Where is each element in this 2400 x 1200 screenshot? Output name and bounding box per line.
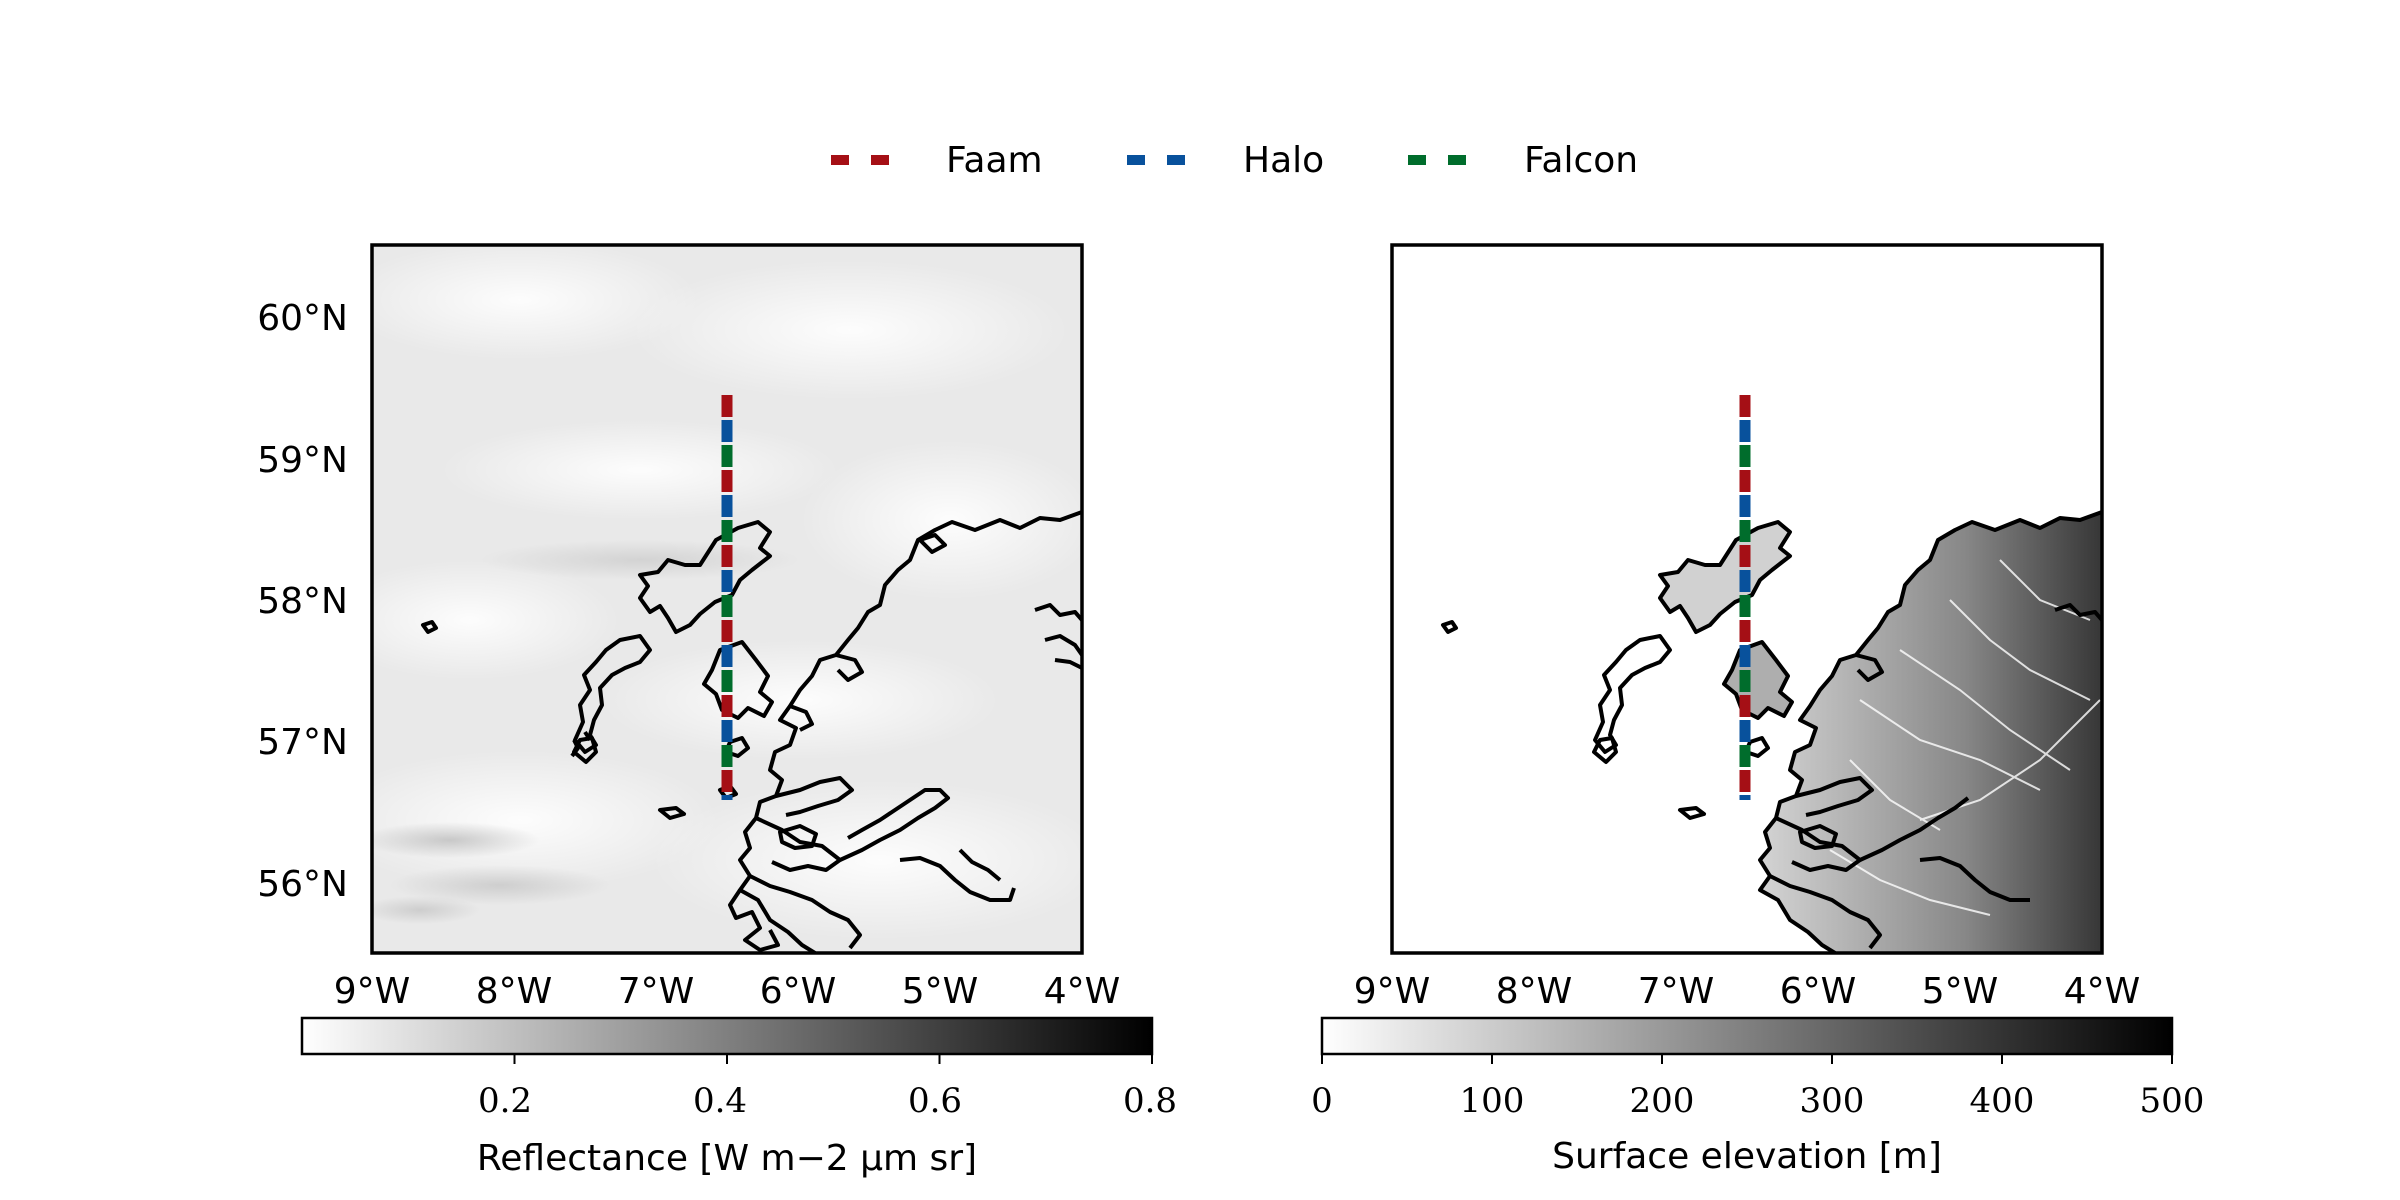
lon-tick-7w-right: 7°W xyxy=(1638,971,1715,1012)
lon-tick-9w-right: 9°W xyxy=(1354,971,1431,1012)
colorbar-label-right: Surface elevation [m] xyxy=(1552,1136,1942,1177)
legend: Faam Halo Falcon xyxy=(831,140,1638,181)
colorbar-tick-200: 200 xyxy=(1630,1081,1695,1121)
lon-tick-4w-right: 4°W xyxy=(2064,971,2141,1012)
legend-label-halo: Halo xyxy=(1243,140,1324,181)
lat-tick-60n: 60°N xyxy=(257,298,348,339)
lon-tick-5w-right: 5°W xyxy=(1922,971,1999,1012)
lon-tick-labels-right: 9°W 8°W 7°W 6°W 5°W 4°W xyxy=(1354,971,2141,1012)
colorbar-gradient-left xyxy=(300,1016,1154,1056)
colorbar-tick-0.2: 0.2 xyxy=(478,1081,532,1121)
map-frame-right xyxy=(1390,243,2104,955)
legend-label-falcon: Falcon xyxy=(1524,140,1638,181)
legend-label-faam: Faam xyxy=(946,140,1043,181)
colorbar-tick-500: 500 xyxy=(2140,1081,2205,1121)
reflectance-colorbar: 0.2 0.4 0.6 0.8 Reflectance [W m−2 μm sr… xyxy=(300,1016,1177,1179)
colorbar-gradient-right xyxy=(1320,1016,2174,1056)
lon-tick-6w: 6°W xyxy=(760,971,837,1012)
legend-item-falcon: Falcon xyxy=(1408,140,1638,181)
lat-tick-labels: 60°N 59°N 58°N 57°N 56°N xyxy=(257,298,348,905)
lon-tick-7w: 7°W xyxy=(618,971,695,1012)
colorbar-tick-100: 100 xyxy=(1460,1081,1525,1121)
colorbar-tick-0.8: 0.8 xyxy=(1123,1081,1177,1121)
elevation-image xyxy=(1392,245,2102,953)
lon-tick-labels-left: 9°W 8°W 7°W 6°W 5°W 4°W xyxy=(334,971,1121,1012)
lat-tick-59n: 59°N xyxy=(257,440,348,481)
colorbar-tick-300: 300 xyxy=(1800,1081,1865,1121)
lat-tick-56n: 56°N xyxy=(257,864,348,905)
colorbar-tick-0.4: 0.4 xyxy=(693,1081,747,1121)
map-frame-left xyxy=(370,243,1084,955)
coastlines xyxy=(421,510,1082,953)
legend-item-halo: Halo xyxy=(1127,140,1324,181)
reflectance-image xyxy=(372,245,1082,953)
elevation-map-panel: 9°W 8°W 7°W 6°W 5°W 4°W 0 100 200 300 40… xyxy=(1311,243,2205,1177)
lon-tick-8w: 8°W xyxy=(476,971,553,1012)
colorbar-tick-0.6: 0.6 xyxy=(908,1081,962,1121)
colorbar-tick-0: 0 xyxy=(1311,1081,1333,1121)
lon-tick-8w-right: 8°W xyxy=(1496,971,1573,1012)
elevation-colorbar: 0 100 200 300 400 500 Surface elevation … xyxy=(1311,1016,2205,1177)
lon-tick-6w-right: 6°W xyxy=(1780,971,1857,1012)
colorbar-tick-400: 400 xyxy=(1970,1081,2035,1121)
lon-tick-5w: 5°W xyxy=(902,971,979,1012)
colorbar-label-left: Reflectance [W m−2 μm sr] xyxy=(477,1138,977,1179)
coastlines-right xyxy=(1441,510,2102,953)
lat-tick-58n: 58°N xyxy=(257,581,348,622)
legend-item-faam: Faam xyxy=(831,140,1043,181)
lat-tick-57n: 57°N xyxy=(257,722,348,763)
lon-tick-9w: 9°W xyxy=(334,971,411,1012)
reflectance-map-panel: 60°N 59°N 58°N 57°N 56°N 9°W 8°W 7°W 6°W… xyxy=(257,243,1177,1179)
lon-tick-4w: 4°W xyxy=(1044,971,1121,1012)
